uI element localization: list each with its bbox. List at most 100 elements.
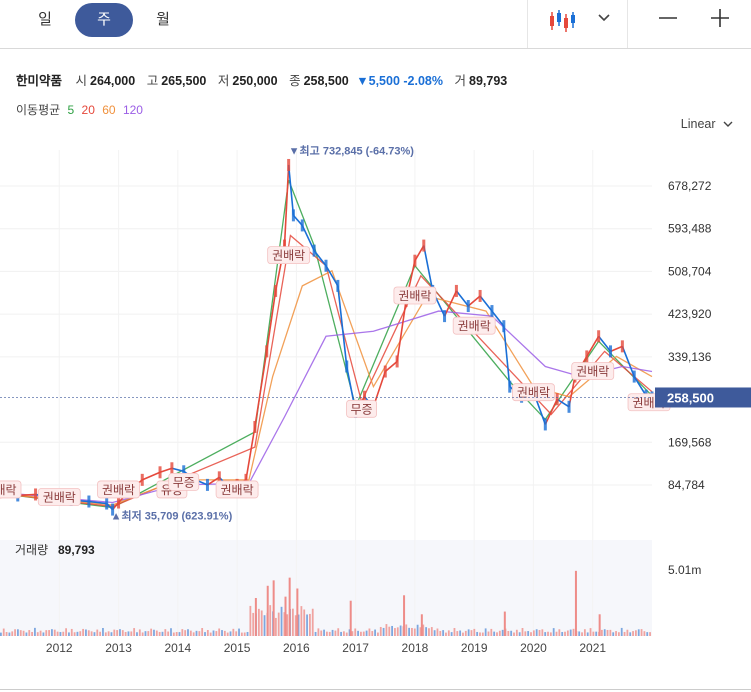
volume-bar — [464, 630, 467, 636]
current-price-badge — [655, 387, 751, 408]
ma-5[interactable]: 5 — [67, 103, 75, 117]
moving-average-legend: 이동평균 5 20 60 120 — [16, 101, 143, 118]
volume-bar — [603, 629, 606, 636]
price-candle — [585, 350, 589, 363]
price-segment — [396, 300, 407, 362]
volume-bar — [59, 632, 62, 636]
volume-bar — [201, 628, 204, 636]
volume-bar — [615, 631, 617, 636]
volume-bar — [2, 628, 5, 636]
volume-bar — [586, 632, 589, 636]
volume-spike — [349, 600, 352, 636]
scale-mode-label: Linear — [680, 117, 716, 131]
price-segment — [598, 335, 612, 352]
price-chart[interactable]: 678,272 593,488 508,704 423,920 339,136 169,5… — [0, 130, 751, 690]
close-label: 종 — [289, 74, 301, 88]
volume-bar — [277, 612, 280, 636]
volume-bar — [646, 632, 649, 636]
volume-bar — [212, 630, 215, 636]
y-tick-label: 339,136 — [668, 350, 712, 364]
tab-month[interactable]: 월 — [156, 11, 170, 28]
volume-spike — [574, 570, 577, 636]
volume-bar — [623, 631, 626, 636]
price-summary: 한미약품 시 264,000 고 265,500 저 250,000 종 258,500… — [16, 70, 515, 89]
volume-bar — [569, 629, 572, 636]
tab-day[interactable]: 일 — [38, 11, 52, 28]
zoom-out-button[interactable] — [658, 8, 678, 34]
scale-mode-select[interactable]: Linear — [681, 117, 733, 131]
volume-bar — [413, 628, 416, 636]
price-candle — [312, 244, 316, 257]
x-tick-label: 2014 — [164, 641, 191, 655]
price-candle — [244, 473, 248, 486]
volume-bar — [408, 627, 411, 636]
volume-bar — [246, 631, 249, 636]
event-marker-box — [512, 383, 555, 402]
price-candle — [324, 259, 328, 272]
volume-label: 거 — [454, 74, 466, 88]
volume-bar — [48, 630, 50, 636]
volume-bar — [8, 632, 11, 636]
volume-bar — [104, 632, 107, 636]
volume-bar — [141, 632, 144, 636]
volume-bar — [592, 631, 595, 636]
price-segment — [88, 500, 107, 505]
candlestick-icon[interactable] — [548, 8, 578, 39]
volume-bar — [532, 630, 535, 636]
volume-bar — [11, 631, 14, 636]
volume-bar — [501, 629, 504, 636]
tab-week[interactable]: 주 — [75, 3, 133, 37]
price-segment — [586, 335, 600, 357]
volume-bar — [306, 614, 308, 636]
y-tick-label: 593,488 — [668, 222, 712, 236]
price-candle — [490, 305, 494, 318]
volume-bar — [286, 614, 289, 636]
volume-panel-bg — [0, 540, 652, 636]
volume-bar — [107, 631, 110, 636]
ma-120[interactable]: 120 — [122, 103, 143, 117]
price-candle — [140, 473, 144, 486]
high-label: 고 — [146, 74, 159, 88]
volume-bar — [150, 628, 153, 636]
volume-bar — [382, 627, 385, 636]
event-marker-label: 권배락 — [0, 483, 17, 497]
price-segment — [313, 250, 327, 267]
volume-bar — [252, 612, 255, 636]
volume-bar — [419, 627, 422, 636]
chevron-down-icon — [723, 121, 733, 127]
volume-bar — [181, 629, 184, 636]
chevron-down-icon[interactable] — [598, 10, 610, 28]
volume-bar — [170, 628, 172, 636]
volume-bar — [445, 632, 447, 636]
volume-bar — [572, 628, 575, 636]
volume-bar — [51, 629, 53, 636]
volume-bar — [56, 631, 59, 636]
volume-bar — [467, 629, 470, 636]
zoom-in-button[interactable] — [710, 8, 730, 34]
price-candle — [117, 496, 121, 509]
event-marker-label: 무증 — [173, 475, 195, 489]
volume-bar — [138, 629, 141, 636]
close-value: 258,500 — [303, 74, 349, 88]
volume-bar — [442, 630, 445, 636]
ma-20[interactable]: 20 — [81, 103, 95, 117]
volume-bar — [479, 632, 481, 636]
volume-bar — [357, 630, 359, 636]
price-segment — [287, 164, 295, 216]
volume-bar — [405, 624, 408, 636]
volume-bar — [617, 632, 620, 636]
price-segment — [621, 346, 635, 377]
x-tick-label: 2021 — [579, 641, 606, 655]
volume-bar — [291, 608, 294, 636]
price-segment — [245, 426, 256, 480]
volume-bar — [45, 630, 48, 636]
volume-bar — [345, 632, 348, 636]
volume-bar — [374, 629, 376, 636]
ma-60[interactable]: 60 — [102, 103, 116, 117]
price-candle — [502, 320, 506, 333]
volume-bar — [28, 630, 31, 636]
volume-bar — [394, 628, 396, 636]
price-candle — [274, 284, 278, 297]
volume-bar — [133, 628, 136, 636]
ma-label: 이동평균 — [16, 103, 61, 117]
